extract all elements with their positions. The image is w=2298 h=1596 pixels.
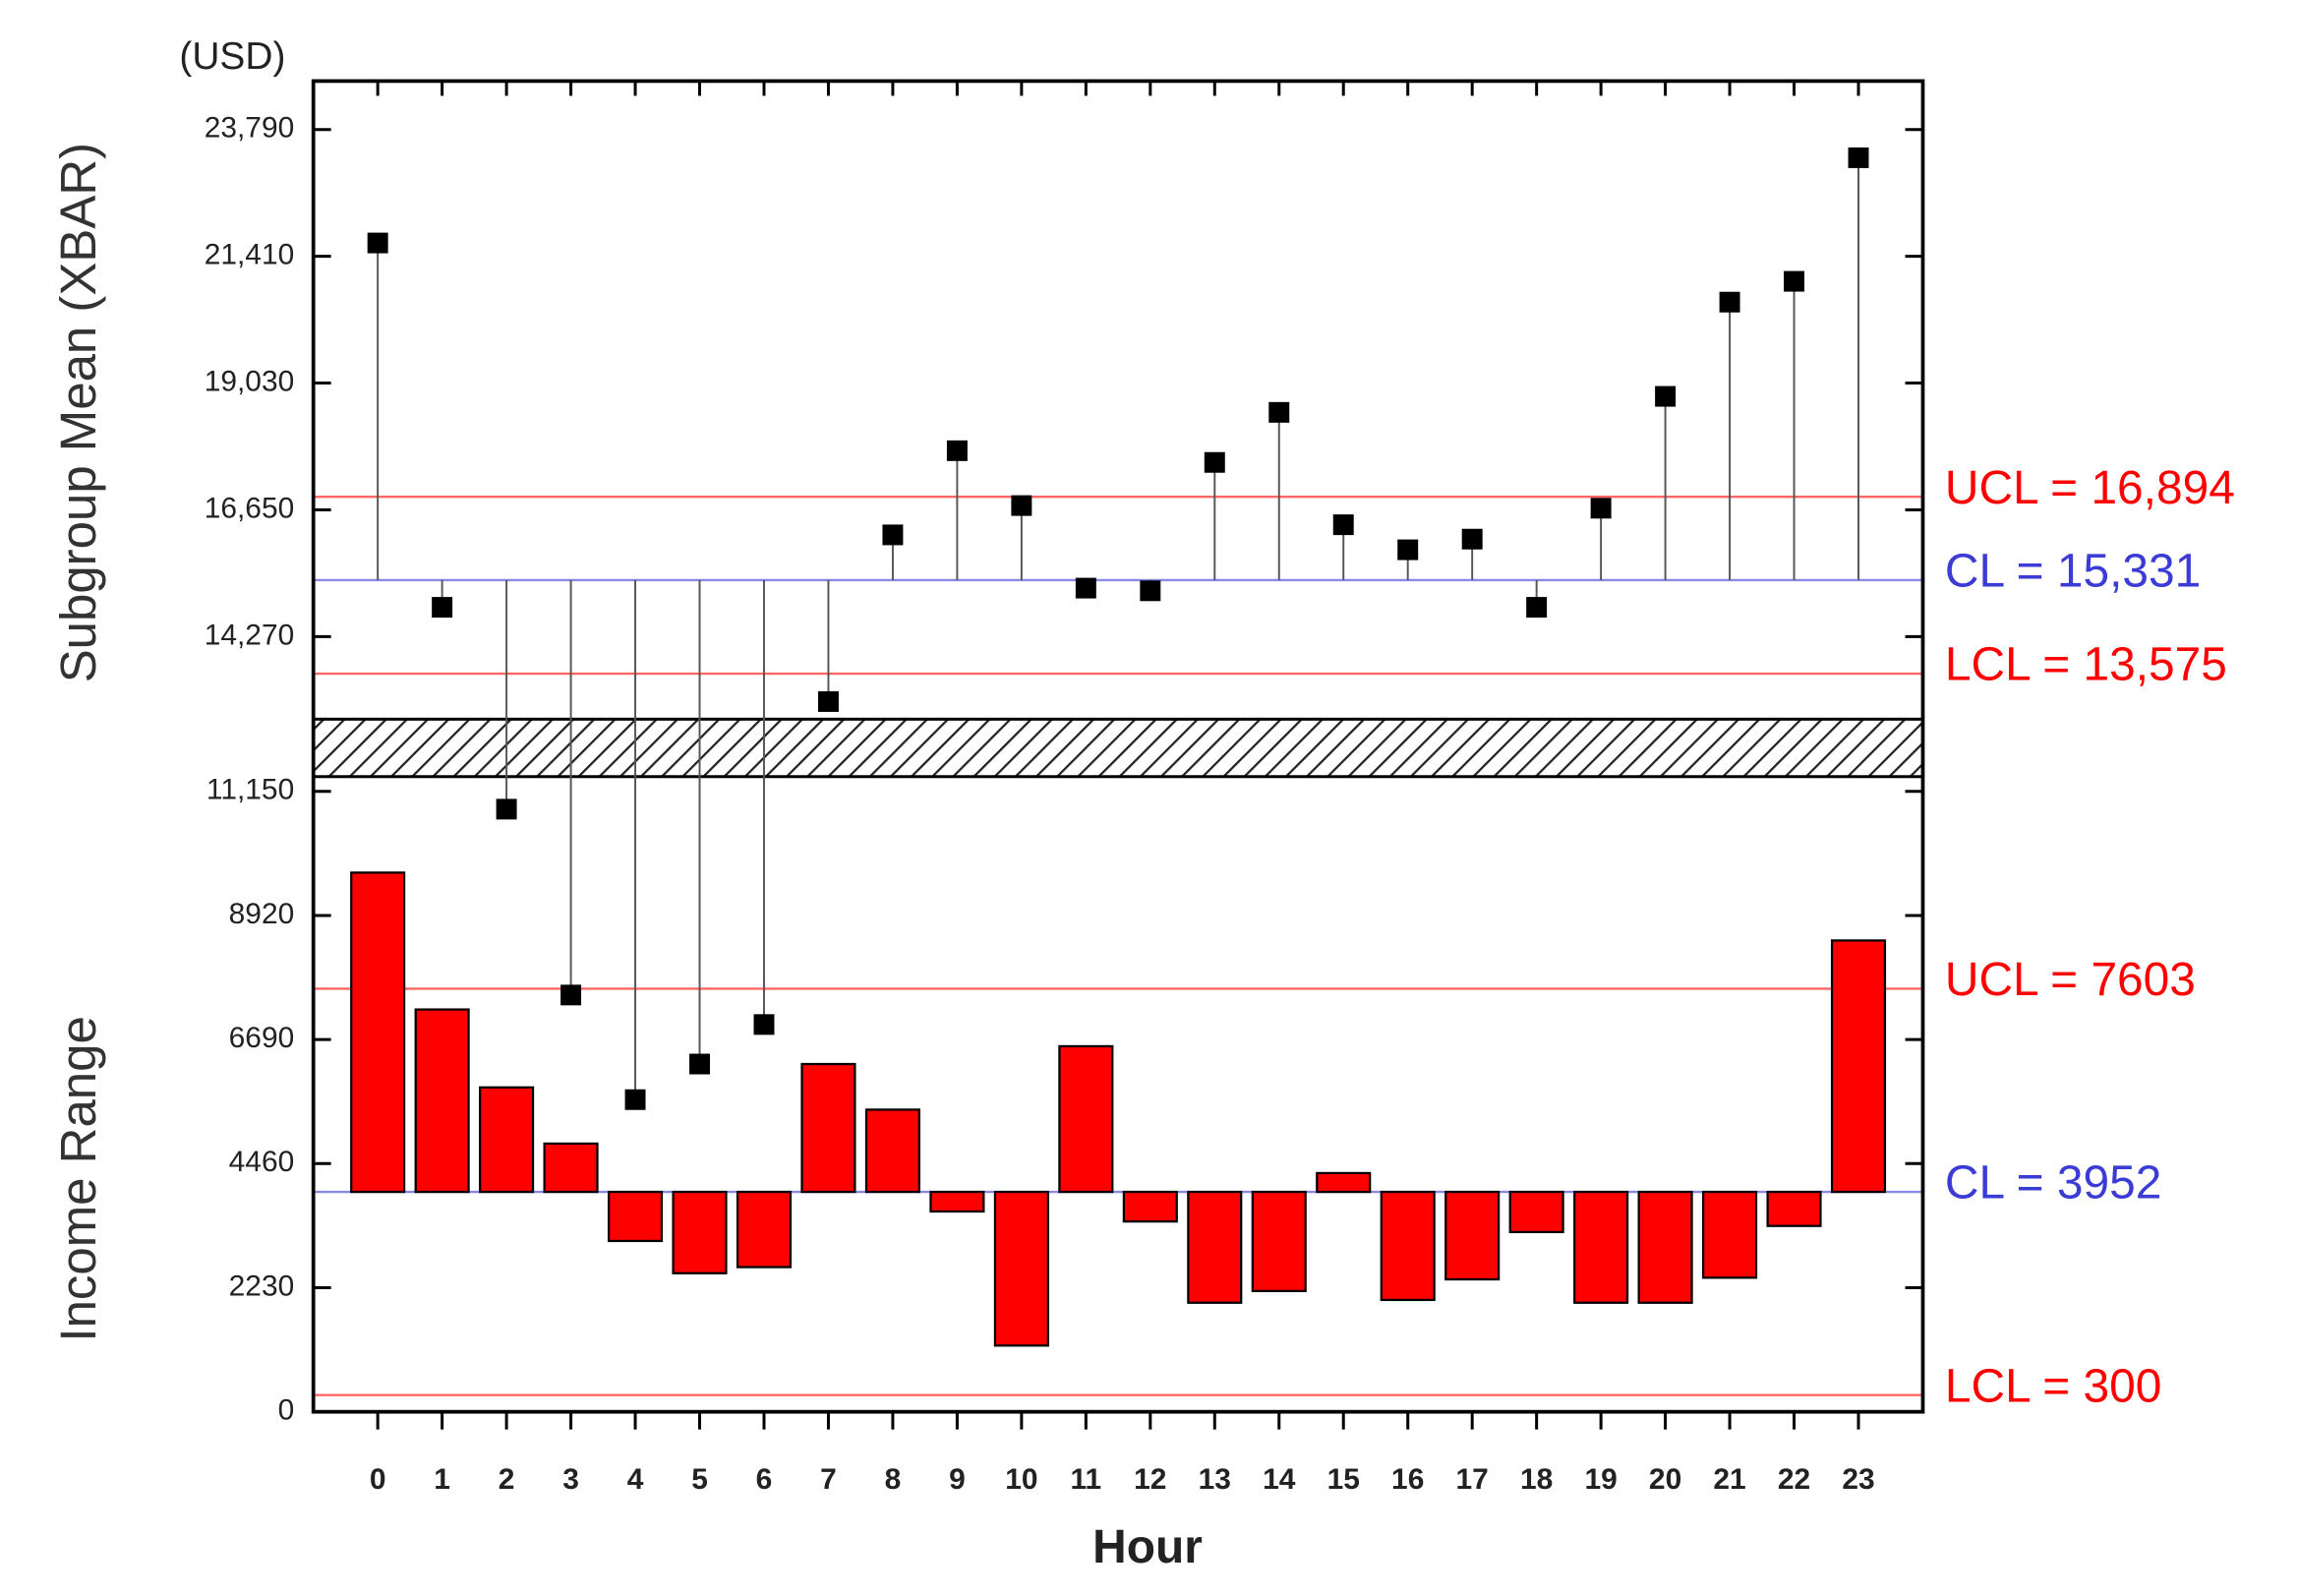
y-tick-label: 21,410 [205,239,295,271]
mean-point [817,690,839,712]
mean-point [1075,577,1096,599]
range-bar [929,1190,985,1213]
x-tick-label: 9 [949,1463,966,1496]
x-tick-label: 2 [499,1463,515,1496]
y-tick-label: 11,150 [206,774,294,806]
mean-point [367,232,388,254]
mean-point [1011,495,1032,516]
range-bar [479,1086,535,1194]
control-line-label: UCL = 7603 [1945,954,2196,1006]
x-axis-label: Hour [1092,1521,1203,1573]
mean-point [946,440,968,461]
mean-point [1397,539,1419,561]
range-bar [414,1008,470,1194]
mean-point [1268,401,1290,423]
x-tick-label: 16 [1391,1463,1424,1496]
mean-point [1655,385,1677,407]
range-bar [543,1142,599,1194]
y-tick-label: 8920 [229,898,295,930]
x-tick-label: 12 [1134,1463,1166,1496]
x-tick-label: 6 [756,1463,773,1496]
control-line-label: CL = 3952 [1945,1157,2161,1210]
y-tick-label: 19,030 [205,365,295,397]
y-tick-label: 23,790 [205,112,295,145]
x-tick-label: 7 [820,1463,837,1496]
plot-frame [311,79,1925,1414]
mean-point [1204,451,1225,473]
range-bar [736,1190,793,1269]
range-bar [607,1190,664,1243]
range-bar [1251,1190,1307,1293]
y-axis-label-top: Subgroup Mean (XBAR) [50,143,106,682]
x-tick-label: 15 [1327,1463,1360,1496]
range-bar [1508,1190,1564,1234]
control-line-label: LCL = 300 [1945,1360,2161,1412]
x-tick-label: 3 [562,1463,579,1496]
mean-point [882,524,904,546]
x-tick-label: 20 [1649,1463,1681,1496]
range-bar [1122,1190,1178,1223]
x-tick-label: 11 [1071,1463,1102,1496]
range-bar [800,1062,856,1194]
mean-point [496,798,517,820]
mean-point [624,1089,646,1110]
range-bar [1702,1190,1758,1279]
range-bar [1316,1171,1372,1194]
x-tick-label: 17 [1456,1463,1489,1496]
control-line-label: LCL = 13,575 [1945,639,2227,691]
range-bar [1444,1190,1501,1281]
range-bar [1187,1190,1243,1304]
range-bar [1058,1044,1114,1194]
range-bar [1830,939,1887,1194]
mean-point [1719,291,1740,313]
axis-break [312,717,1924,779]
mean-point [689,1053,710,1075]
control-line-label: UCL = 16,894 [1945,462,2235,514]
mean-point [1526,597,1548,619]
x-tick-label: 22 [1778,1463,1810,1496]
x-tick-label: 18 [1520,1463,1553,1496]
mean-point [1848,147,1869,168]
control-line-label: CL = 15,331 [1945,546,2201,598]
y-tick-label: 0 [278,1394,295,1427]
mean-point [1590,498,1612,519]
range-bar [864,1108,920,1194]
mean-point [560,984,582,1006]
mean-point [1140,580,1161,602]
x-tick-label: 0 [370,1463,386,1496]
unit-label: (USD) [179,35,285,78]
range-bar [1766,1190,1822,1227]
range-bar [1380,1190,1436,1302]
x-tick-label: 8 [885,1463,902,1496]
mean-point [1461,528,1483,550]
range-bar [350,871,406,1194]
x-tick-label: 19 [1584,1463,1617,1496]
mean-point [1784,270,1805,292]
y-axis-label-bottom: Income Range [50,1016,106,1341]
y-tick-label: 16,650 [205,492,295,524]
x-tick-label: 4 [627,1463,644,1496]
x-tick-label: 5 [691,1463,708,1496]
x-tick-label: 1 [434,1463,450,1496]
range-bar [993,1190,1049,1347]
x-tick-label: 10 [1005,1463,1037,1496]
x-tick-label: 14 [1263,1463,1296,1496]
plot-layer: UCL = 16,894 CL = 15,331 LCL = 13,575 UCL =… [205,79,2235,1496]
y-tick-label: 4460 [229,1146,295,1178]
mean-point [1332,514,1354,536]
y-tick-label: 14,270 [205,619,295,651]
y-tick-label: 6690 [229,1022,295,1054]
range-bar [1637,1190,1693,1304]
mean-point [753,1014,775,1035]
mean-point [432,597,453,619]
x-tick-label: 21 [1713,1463,1745,1496]
range-bar [1573,1190,1629,1304]
y-tick-label: 2230 [229,1270,295,1302]
x-tick-label: 13 [1199,1463,1231,1496]
range-bar [672,1190,728,1274]
x-tick-label: 23 [1842,1463,1874,1496]
